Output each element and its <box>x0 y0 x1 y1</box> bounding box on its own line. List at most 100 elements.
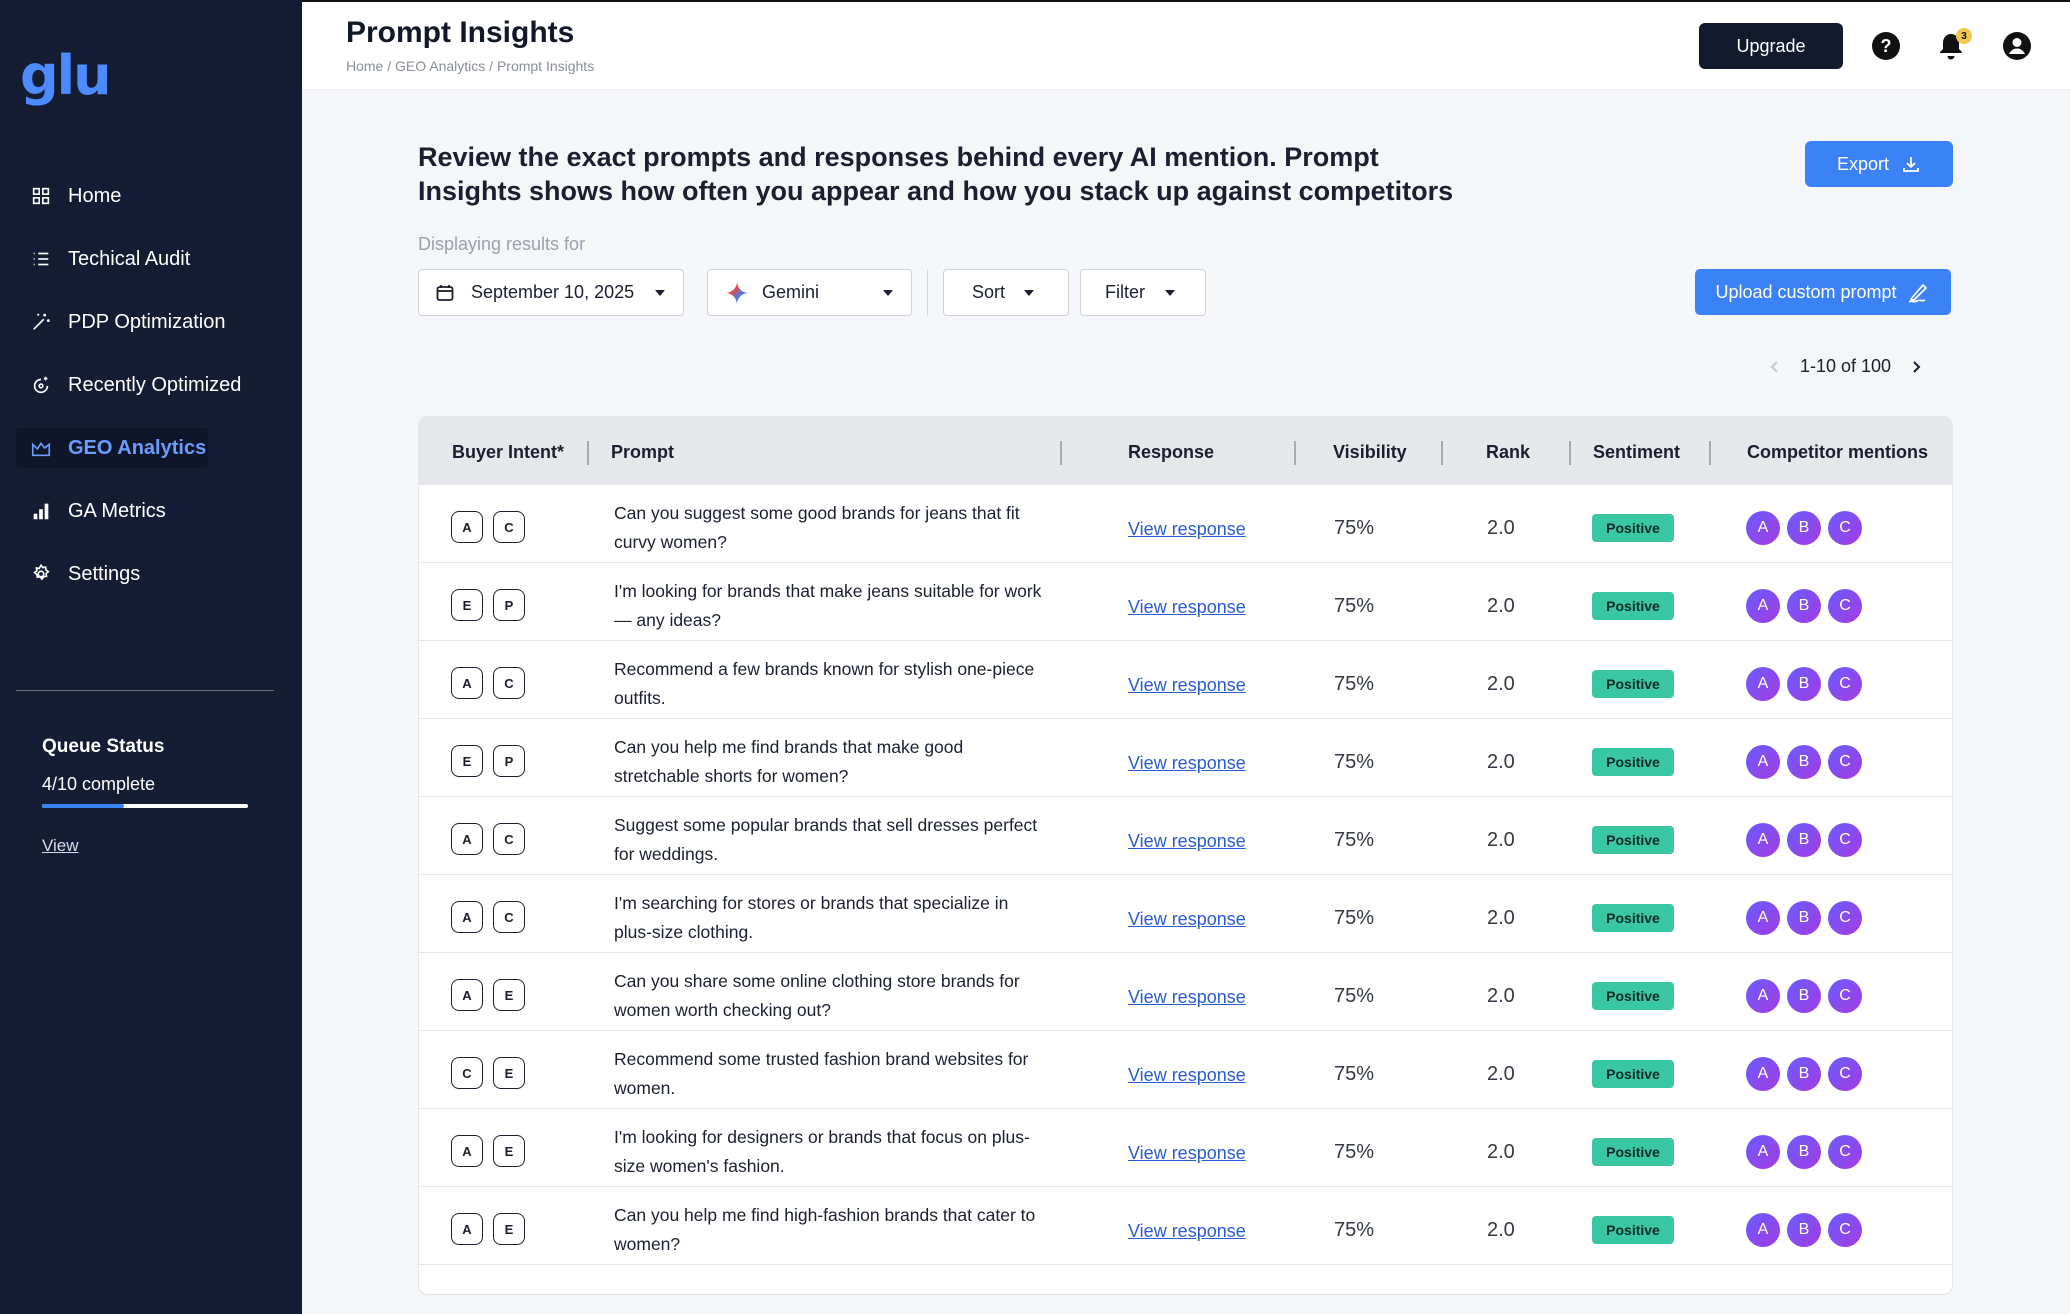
rank-value: 2.0 <box>1487 829 1515 851</box>
chevron-down-icon <box>1024 290 1034 296</box>
sidebar-item-settings[interactable]: Settings <box>16 554 286 594</box>
competitor-avatar[interactable]: B <box>1787 1135 1821 1169</box>
competitor-avatar[interactable]: B <box>1787 979 1821 1013</box>
sidebar-divider <box>16 690 274 691</box>
competitor-avatar[interactable]: B <box>1787 1213 1821 1247</box>
competitor-avatar[interactable]: C <box>1828 1213 1862 1247</box>
view-response-link[interactable]: View response <box>1128 1221 1246 1241</box>
competitor-avatar[interactable]: A <box>1746 589 1780 623</box>
header-rank[interactable]: Rank <box>1486 442 1531 462</box>
view-response-link[interactable]: View response <box>1128 675 1246 695</box>
sentiment-badge: Positive <box>1592 904 1674 932</box>
view-response-link[interactable]: View response <box>1128 831 1246 851</box>
competitor-avatar[interactable]: A <box>1746 979 1780 1013</box>
competitor-avatar[interactable]: A <box>1746 745 1780 779</box>
competitor-avatar[interactable]: A <box>1746 667 1780 701</box>
buyer-intent-badge: A <box>451 823 483 855</box>
queue-view-link[interactable]: View <box>42 836 79 855</box>
competitor-avatar[interactable]: B <box>1787 589 1821 623</box>
table-row: A C Can you suggest some good brands for j… <box>419 485 1952 563</box>
header-separator <box>1709 441 1711 465</box>
help-icon[interactable]: ? <box>1870 30 1902 62</box>
chevron-right-icon[interactable] <box>1909 360 1923 374</box>
chevron-left-icon[interactable] <box>1768 360 1782 374</box>
sidebar-item-geo-analytics[interactable]: GEO Analytics <box>16 428 208 468</box>
competitor-avatar[interactable]: B <box>1787 901 1821 935</box>
competitor-avatar[interactable]: A <box>1746 901 1780 935</box>
sentiment-badge: Positive <box>1592 514 1674 542</box>
visibility-value: 75% <box>1334 517 1375 539</box>
visibility-value: 75% <box>1334 751 1375 773</box>
prompt-text: Can you help me find brands that make go… <box>614 737 964 786</box>
notification-count-badge: 3 <box>1956 28 1972 44</box>
upload-custom-prompt-button[interactable]: Upload custom prompt <box>1695 269 1951 315</box>
header-buyer-intent[interactable]: Buyer Intent* <box>452 442 565 462</box>
prompt-text: Suggest some popular brands that sell dr… <box>614 815 1038 864</box>
visibility-value: 75% <box>1334 1141 1375 1163</box>
date-picker[interactable]: September 10, 2025 <box>418 269 684 316</box>
upload-button-label: Upload custom prompt <box>1715 281 1897 302</box>
sidebar-item-technical-audit[interactable]: Techical Audit <box>16 239 286 279</box>
table-row: E P Can you help me find brands that make … <box>419 719 1952 797</box>
visibility-value: 75% <box>1334 1219 1375 1241</box>
view-response-link[interactable]: View response <box>1128 987 1246 1007</box>
buyer-intent-badge: E <box>451 589 483 621</box>
competitor-avatar[interactable]: B <box>1787 1057 1821 1091</box>
buyer-intent-badge: A <box>451 979 483 1011</box>
pen-write-icon <box>1908 283 1927 303</box>
competitor-avatar[interactable]: B <box>1787 745 1821 779</box>
view-response-link[interactable]: View response <box>1128 909 1246 929</box>
sort-dropdown[interactable]: Sort <box>943 269 1069 316</box>
export-button[interactable]: Export <box>1805 141 1953 187</box>
competitor-avatar[interactable]: A <box>1746 1135 1780 1169</box>
view-response-link[interactable]: View response <box>1128 753 1246 773</box>
prompt-text: Can you help me find high-fashion brands… <box>614 1205 1036 1254</box>
sidebar-item-pdp-optimization[interactable]: PDP Optimization <box>16 302 286 342</box>
sentiment-badge: Positive <box>1592 1060 1674 1088</box>
competitor-avatar[interactable]: C <box>1828 511 1862 545</box>
view-response-link[interactable]: View response <box>1128 519 1246 539</box>
view-response-link[interactable]: View response <box>1128 1143 1246 1163</box>
date-value: September 10, 2025 <box>471 282 635 302</box>
header-response[interactable]: Response <box>1128 442 1215 462</box>
buyer-intent-badge: E <box>451 745 483 777</box>
sidebar-item-ga-metrics[interactable]: GA Metrics <box>16 491 286 531</box>
visibility-value: 75% <box>1334 673 1375 695</box>
model-select[interactable]: Gemini <box>707 269 912 316</box>
prompts-table: Buyer Intent* Prompt Response Visibility… <box>418 416 1953 1295</box>
competitor-avatar[interactable]: C <box>1828 1135 1862 1169</box>
competitor-avatar[interactable]: C <box>1828 823 1862 857</box>
sentiment-badge: Positive <box>1592 670 1674 698</box>
view-response-link[interactable]: View response <box>1128 1065 1246 1085</box>
competitor-avatar[interactable]: C <box>1828 745 1862 779</box>
competitor-avatar[interactable]: C <box>1828 589 1862 623</box>
header-separator <box>1060 441 1062 465</box>
competitor-avatar[interactable]: A <box>1746 511 1780 545</box>
upgrade-button[interactable]: Upgrade <box>1699 23 1843 69</box>
account-icon[interactable] <box>2001 30 2033 62</box>
competitor-avatar[interactable]: B <box>1787 823 1821 857</box>
sidebar-item-home[interactable]: Home <box>16 176 286 216</box>
competitor-avatar[interactable]: C <box>1828 1057 1862 1091</box>
sidebar-item-recently-optimized[interactable]: Recently Optimized <box>16 365 286 405</box>
competitor-avatar[interactable]: C <box>1828 979 1862 1013</box>
competitor-avatar[interactable]: B <box>1787 511 1821 545</box>
header-prompt[interactable]: Prompt <box>611 442 674 462</box>
header-competitor-mentions[interactable]: Competitor mentions <box>1747 442 1929 462</box>
view-response-link[interactable]: View response <box>1128 597 1246 617</box>
competitor-avatar[interactable]: A <box>1746 1057 1780 1091</box>
competitor-avatar[interactable]: A <box>1746 823 1780 857</box>
app-logo[interactable]: glu <box>20 44 112 107</box>
competitor-avatar[interactable]: A <box>1746 1213 1780 1247</box>
sidebar-item-label: Techical Audit <box>68 247 191 270</box>
header-sentiment[interactable]: Sentiment <box>1593 442 1681 462</box>
prompt-text: I'm looking for designers or brands that… <box>614 1127 1030 1176</box>
filter-dropdown[interactable]: Filter <box>1080 269 1206 316</box>
breadcrumb[interactable]: Home / GEO Analytics / Prompt Insights <box>346 58 595 74</box>
competitor-avatar[interactable]: C <box>1828 901 1862 935</box>
competitor-avatar[interactable]: B <box>1787 667 1821 701</box>
competitor-avatar[interactable]: C <box>1828 667 1862 701</box>
table-row: A C I'm searching for stores or brands tha… <box>419 875 1952 953</box>
header-visibility[interactable]: Visibility <box>1333 442 1407 462</box>
table-row: A E Can you share some online clothing sto… <box>419 953 1952 1031</box>
